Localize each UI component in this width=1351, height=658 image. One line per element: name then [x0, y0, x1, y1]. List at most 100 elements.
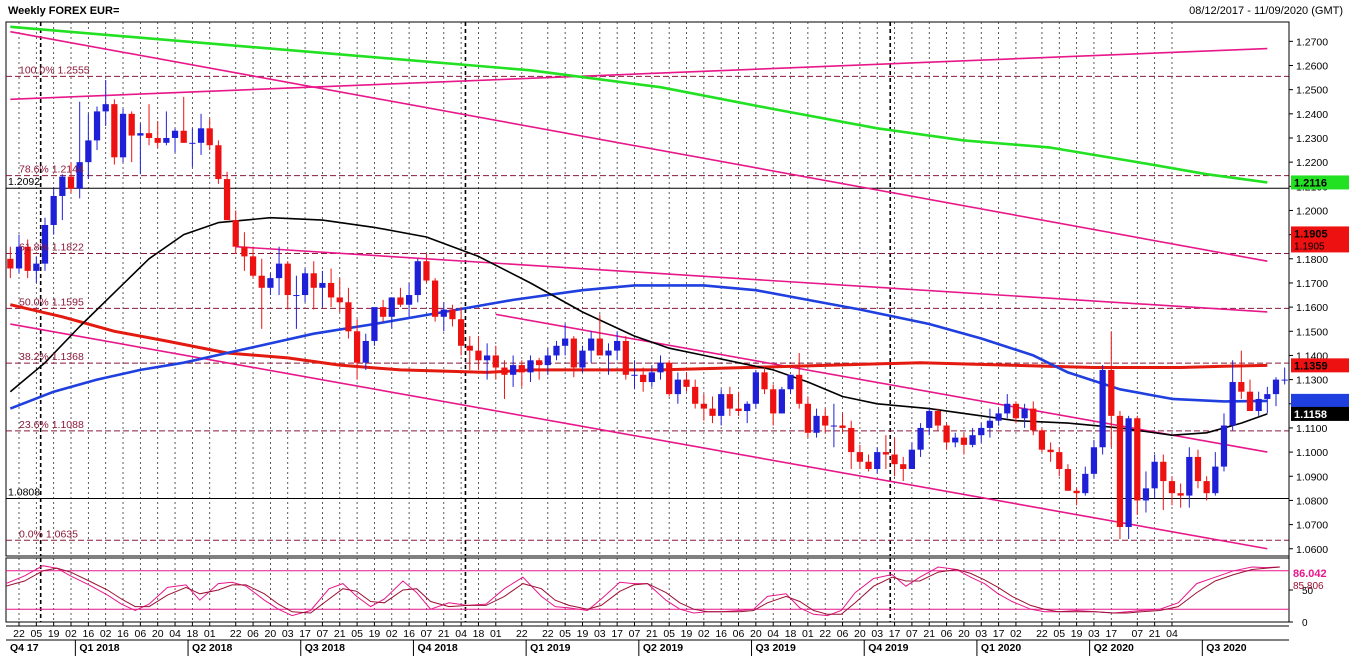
- date-tick-label: 17: [993, 628, 1005, 640]
- candle-body: [475, 350, 482, 361]
- candle-body: [536, 360, 543, 366]
- date-tick-label: 03: [594, 628, 606, 640]
- candle-body: [119, 113, 127, 158]
- candle-body: [926, 411, 933, 428]
- candle-body: [1229, 382, 1236, 426]
- candle-body: [1308, 264, 1314, 278]
- moving-average-line-ma_short: [9, 216, 1268, 436]
- date-tick-label: 22: [542, 628, 554, 640]
- price-tick-label: 1.1100: [1296, 423, 1327, 435]
- date-tick-label: 05: [559, 628, 571, 640]
- candle-body: [67, 176, 75, 189]
- candle-body: [553, 345, 560, 356]
- candle-body: [518, 365, 525, 373]
- candle-body: [1160, 461, 1167, 482]
- date-tick-label: 16: [83, 628, 95, 640]
- date-tick-label: 19: [1071, 628, 1083, 640]
- candle-body: [180, 130, 187, 143]
- candle-body: [137, 133, 144, 136]
- candle-body: [1220, 425, 1228, 467]
- candle-body: [692, 386, 699, 404]
- quarter-label: Q4 17: [10, 642, 39, 654]
- date-tick-label: 18: [187, 628, 199, 640]
- date-tick-label: 20: [750, 628, 762, 640]
- date-tick-label: 03: [871, 628, 883, 640]
- price-tick-label: 1.0700: [1296, 520, 1328, 532]
- candle-body: [726, 394, 733, 409]
- candle-body: [1125, 418, 1132, 528]
- candle-body: [171, 130, 179, 138]
- trendline: [10, 47, 1268, 101]
- oscillator-tick-label: 50: [1302, 586, 1314, 597]
- candle-body: [1186, 456, 1193, 496]
- date-tick-label: 18: [473, 628, 485, 640]
- date-tick-label: 20: [265, 628, 277, 640]
- date-tick-label: 22: [516, 628, 528, 640]
- candle-body: [674, 379, 681, 395]
- date-tick-label: 19: [681, 628, 693, 640]
- candle-body: [839, 425, 846, 428]
- candle-body: [1177, 493, 1184, 496]
- candle-body: [579, 350, 586, 368]
- candle-body: [1281, 379, 1288, 381]
- candle-body: [232, 220, 239, 247]
- date-tick-label: 21: [1149, 628, 1161, 640]
- price-tag: [1291, 393, 1349, 408]
- candle-body: [163, 137, 170, 143]
- candle-body: [1168, 481, 1176, 494]
- candle-body: [1203, 481, 1210, 494]
- candle-body: [588, 338, 595, 351]
- quarter-label: Q4 2019: [868, 642, 908, 654]
- candle-body: [934, 411, 942, 426]
- candle-body: [215, 145, 222, 180]
- date-tick-label: 05: [351, 628, 363, 640]
- candle-body: [223, 179, 231, 221]
- quarter-label: Q1 2020: [981, 642, 1021, 654]
- candle-body: [85, 140, 92, 163]
- candle-body: [1116, 415, 1124, 528]
- date-tick-label: 17: [889, 628, 901, 640]
- date-tick-label: 01: [204, 628, 216, 640]
- candle-body: [882, 452, 890, 455]
- candle-body: [978, 427, 985, 436]
- date-tick-label: 07: [906, 628, 918, 640]
- candle-body: [76, 162, 83, 189]
- candle-body: [258, 275, 265, 288]
- date-tick-label: 04: [1166, 628, 1178, 640]
- date-tick-label: 05: [663, 628, 675, 640]
- date-tick-label: 03: [1088, 628, 1100, 640]
- candle-body: [787, 374, 794, 390]
- candle-body: [622, 340, 629, 375]
- candle-body: [388, 297, 395, 317]
- fib-level-label: 23.6% 1.1088: [19, 419, 84, 431]
- price-tag: [1291, 406, 1349, 421]
- date-tick-label: 05: [30, 628, 42, 640]
- fib-level-label: 50.0% 1.1595: [19, 296, 84, 308]
- candle-body: [605, 350, 612, 356]
- date-tick-label: 18: [785, 628, 797, 640]
- candle-body: [466, 345, 473, 351]
- candle-body: [874, 452, 881, 470]
- price-tick-label: 1.1700: [1296, 278, 1328, 290]
- candle-body: [1056, 452, 1063, 470]
- moving-average-line-ma_long: [9, 303, 1268, 374]
- candle-body: [891, 454, 898, 465]
- candle-body: [336, 297, 343, 303]
- quarter-label: Q3 2018: [305, 642, 345, 654]
- date-tick-label: 20: [958, 628, 970, 640]
- date-tick-label: 06: [837, 628, 849, 640]
- date-tick-label: 22: [13, 628, 25, 640]
- date-tick-label: 02: [100, 628, 112, 640]
- candle-body: [848, 427, 855, 453]
- fib-level-label: 38.2% 1.1368: [19, 351, 84, 363]
- date-tick-label: 16: [715, 628, 727, 640]
- price-tick-label: 1.2200: [1296, 157, 1328, 169]
- date-tick-label: 22: [230, 628, 242, 640]
- oscillator-value-tag: [1291, 567, 1349, 579]
- candle-body: [761, 372, 768, 390]
- oscillator-line-osc_signal: [6, 566, 1280, 615]
- quarter-label: Q1 2018: [79, 642, 119, 654]
- candle-body: [15, 246, 23, 269]
- candle-body: [865, 461, 872, 470]
